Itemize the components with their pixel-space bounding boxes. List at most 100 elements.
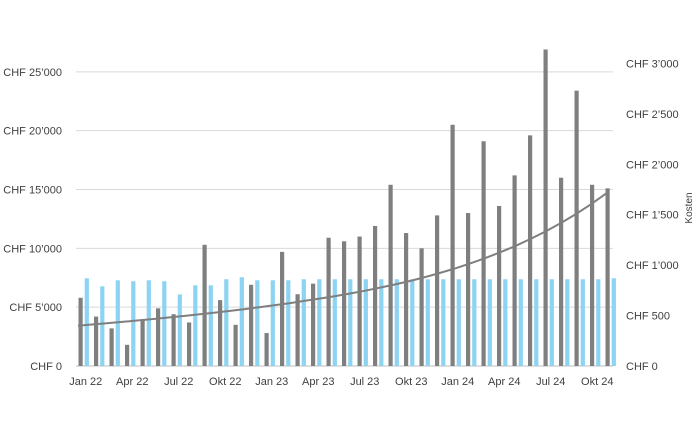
bar-blue xyxy=(162,281,167,366)
bar-grey xyxy=(264,333,269,366)
right-axis-title: Kosten xyxy=(684,192,695,223)
bar-blue xyxy=(441,279,446,366)
bar-grey xyxy=(605,188,610,366)
bar-grey xyxy=(233,324,238,366)
bar-blue xyxy=(487,279,492,366)
bar-grey xyxy=(280,251,285,366)
bar-grey xyxy=(202,244,207,366)
bar-blue xyxy=(270,280,275,366)
x-tick-label: Jul 22 xyxy=(164,376,193,388)
x-axis-ticks: Jan 22 Apr 22 Jul 22 Okt 22 Jan 23 Apr 23 Jul … xyxy=(69,376,613,388)
bar-blue xyxy=(394,279,399,366)
bar-grey xyxy=(125,344,130,366)
bars xyxy=(78,49,616,367)
bar-blue xyxy=(301,279,306,366)
bar-grey xyxy=(109,328,114,366)
left-tick-label: CHF 25’000 xyxy=(3,67,62,79)
bar-grey xyxy=(559,177,564,366)
bar-grey xyxy=(357,236,362,366)
bar-blue xyxy=(472,279,477,366)
bar-grey xyxy=(450,124,455,367)
bar-grey xyxy=(94,316,99,366)
x-tick-label: Jan 24 xyxy=(441,376,474,388)
trend-line xyxy=(77,192,607,327)
bar-grey xyxy=(419,248,424,366)
bar-grey xyxy=(512,175,517,366)
bar-blue xyxy=(332,279,337,366)
bar-grey xyxy=(497,205,502,366)
bar-grey xyxy=(171,314,176,366)
bar-grey xyxy=(311,283,316,366)
bar-blue xyxy=(146,280,151,366)
x-tick-label: Jul 23 xyxy=(350,376,379,388)
bar-grey xyxy=(342,241,347,366)
bar-grey xyxy=(404,233,409,366)
x-tick-label: Jul 24 xyxy=(536,376,565,388)
right-tick-label: CHF 500 xyxy=(626,311,670,323)
bar-blue xyxy=(286,280,291,366)
bar-blue xyxy=(518,279,523,366)
bar-blue xyxy=(363,279,368,366)
bar-blue xyxy=(84,278,89,366)
x-tick-label: Okt 23 xyxy=(395,376,427,388)
right-tick-label: CHF 1’500 xyxy=(626,210,679,222)
bar-grey xyxy=(481,141,486,366)
bar-blue xyxy=(503,279,508,366)
left-tick-label: CHF 10’000 xyxy=(3,243,62,255)
left-tick-label: CHF 15’000 xyxy=(3,185,62,197)
bar-blue xyxy=(348,279,353,366)
bar-grey xyxy=(543,49,548,367)
bar-blue xyxy=(379,279,384,366)
left-tick-label: CHF 0 xyxy=(30,361,62,373)
right-tick-label: CHF 2’000 xyxy=(626,159,679,171)
left-tick-label: CHF 5’000 xyxy=(9,302,62,314)
bar-grey xyxy=(574,90,579,366)
bar-blue xyxy=(193,285,198,366)
bar-blue xyxy=(239,277,244,366)
bar-blue xyxy=(425,279,430,366)
bar-grey xyxy=(435,215,440,366)
bar-grey xyxy=(249,284,254,366)
bar-blue xyxy=(456,279,461,366)
bar-blue xyxy=(100,286,105,366)
bar-grey xyxy=(466,213,471,366)
bar-blue xyxy=(596,279,601,366)
bar-blue xyxy=(549,279,554,366)
bar-blue xyxy=(255,280,260,366)
bar-blue xyxy=(177,294,182,366)
right-tick-label: CHF 3’000 xyxy=(626,58,679,70)
bar-grey xyxy=(528,135,533,366)
bar-blue xyxy=(224,279,229,366)
bar-grey xyxy=(326,237,331,366)
x-tick-label: Jan 22 xyxy=(69,376,102,388)
left-tick-label: CHF 20’000 xyxy=(3,126,62,138)
bar-grey xyxy=(373,225,378,366)
x-tick-label: Apr 22 xyxy=(116,376,148,388)
bar-grey xyxy=(78,297,83,366)
x-tick-label: Apr 23 xyxy=(302,376,334,388)
bar-grey xyxy=(295,294,300,366)
x-tick-label: Apr 24 xyxy=(488,376,520,388)
x-tick-label: Okt 24 xyxy=(581,376,613,388)
bar-grey xyxy=(156,308,161,366)
bar-blue xyxy=(131,281,136,366)
right-tick-label: CHF 2’500 xyxy=(626,109,679,121)
bar-blue xyxy=(534,279,539,366)
x-tick-label: Okt 22 xyxy=(209,376,241,388)
trend-line-path xyxy=(77,192,607,327)
right-tick-label: CHF 1’000 xyxy=(626,260,679,272)
right-tick-label: CHF 0 xyxy=(626,361,658,373)
right-axis-ticks: CHF 0 CHF 500 CHF 1’000 CHF 1’500 CHF 2’000 C… xyxy=(626,58,679,373)
bar-blue xyxy=(208,285,213,366)
left-axis-ticks: CHF 0 CHF 5’000 CHF 10’000 CHF 15’000 CHF 20… xyxy=(3,67,62,373)
bar-blue xyxy=(565,279,570,366)
bar-blue xyxy=(410,279,415,366)
bar-blue xyxy=(611,278,616,366)
bar-grey xyxy=(590,184,595,366)
bar-grey xyxy=(388,184,393,366)
bar-blue xyxy=(580,279,585,366)
bar-grey xyxy=(218,300,223,366)
x-tick-label: Jan 23 xyxy=(255,376,288,388)
bar-blue xyxy=(317,279,322,366)
